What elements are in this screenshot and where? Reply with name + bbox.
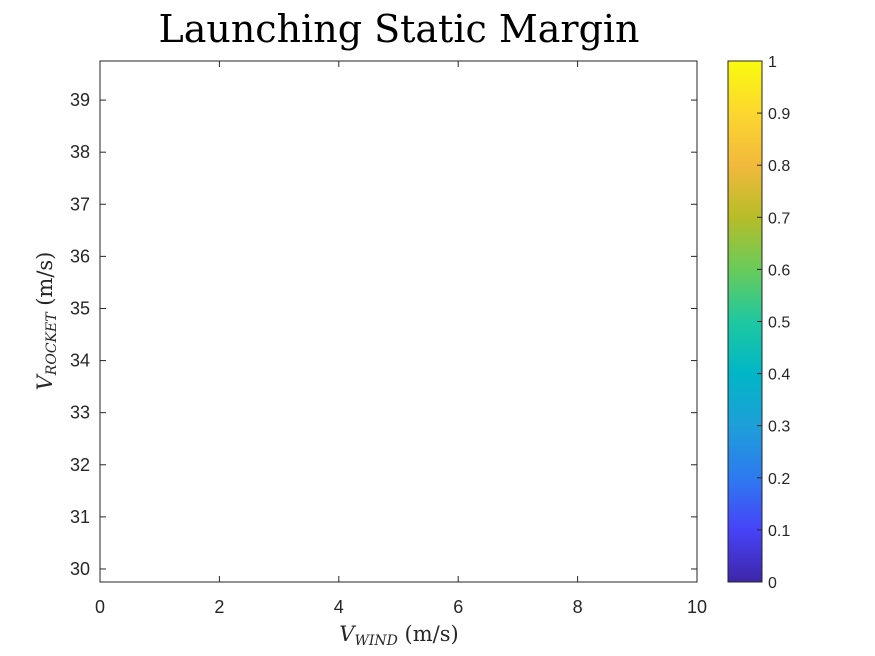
y-tick-label: 30 bbox=[70, 559, 90, 579]
y-tick-label: 35 bbox=[70, 298, 90, 318]
y-axis-ticks: 30 31 32 33 34 35 36 37 38 39 bbox=[70, 90, 697, 579]
colorbar-tick-label: 0.7 bbox=[768, 210, 790, 227]
y-tick-label: 33 bbox=[70, 403, 90, 423]
colorbar-tick-label: 0.8 bbox=[768, 158, 790, 175]
colorbar bbox=[727, 60, 763, 583]
y-tick-label: 34 bbox=[70, 351, 90, 371]
x-tick-label: 4 bbox=[334, 597, 344, 617]
x-axis-label-sub: WIND bbox=[354, 633, 397, 649]
y-tick-label: 31 bbox=[70, 507, 90, 527]
x-axis-ticks: 0 2 4 6 8 10 bbox=[95, 61, 707, 617]
y-axis-label-unit: (m/s) bbox=[33, 252, 57, 313]
colorbar-tick-label: 0.5 bbox=[768, 315, 790, 332]
y-tick-label: 39 bbox=[70, 90, 90, 110]
x-tick-label: 8 bbox=[573, 597, 583, 617]
plot-area bbox=[99, 60, 698, 583]
y-tick-label: 37 bbox=[70, 194, 90, 214]
x-axis-label: VWIND (m/s) bbox=[339, 622, 458, 649]
colorbar-tick-label: 0.3 bbox=[768, 419, 790, 436]
x-tick-label: 10 bbox=[687, 597, 707, 617]
y-axis-label: VROCKET (m/s) bbox=[33, 252, 60, 391]
y-axis-label-sub: ROCKET bbox=[44, 311, 60, 376]
chart-title: Launching Static Margin bbox=[158, 7, 639, 51]
x-axis-label-main: V bbox=[339, 622, 356, 646]
colorbar-ticks: 0 0.1 0.2 0.3 0.4 0.5 0.6 0.7 0.8 0.9 1 bbox=[757, 54, 790, 592]
y-tick-label: 36 bbox=[70, 246, 90, 266]
y-tick-label: 38 bbox=[70, 142, 90, 162]
colorbar-tick-label: 0.6 bbox=[768, 262, 790, 279]
x-tick-label: 0 bbox=[95, 597, 105, 617]
colorbar-tick-label: 1 bbox=[768, 54, 777, 71]
x-tick-label: 2 bbox=[214, 597, 224, 617]
y-tick-label: 32 bbox=[70, 455, 90, 475]
colorbar-tick-label: 0 bbox=[768, 575, 777, 592]
x-tick-label: 6 bbox=[453, 597, 463, 617]
colorbar-tick-label: 0.9 bbox=[768, 106, 790, 123]
colorbar-tick-label: 0.1 bbox=[768, 523, 790, 540]
colorbar-tick-label: 0.4 bbox=[768, 367, 790, 384]
colorbar-tick-label: 0.2 bbox=[768, 471, 790, 488]
y-axis-label-main: V bbox=[33, 373, 57, 390]
x-axis-label-unit: (m/s) bbox=[398, 622, 459, 646]
